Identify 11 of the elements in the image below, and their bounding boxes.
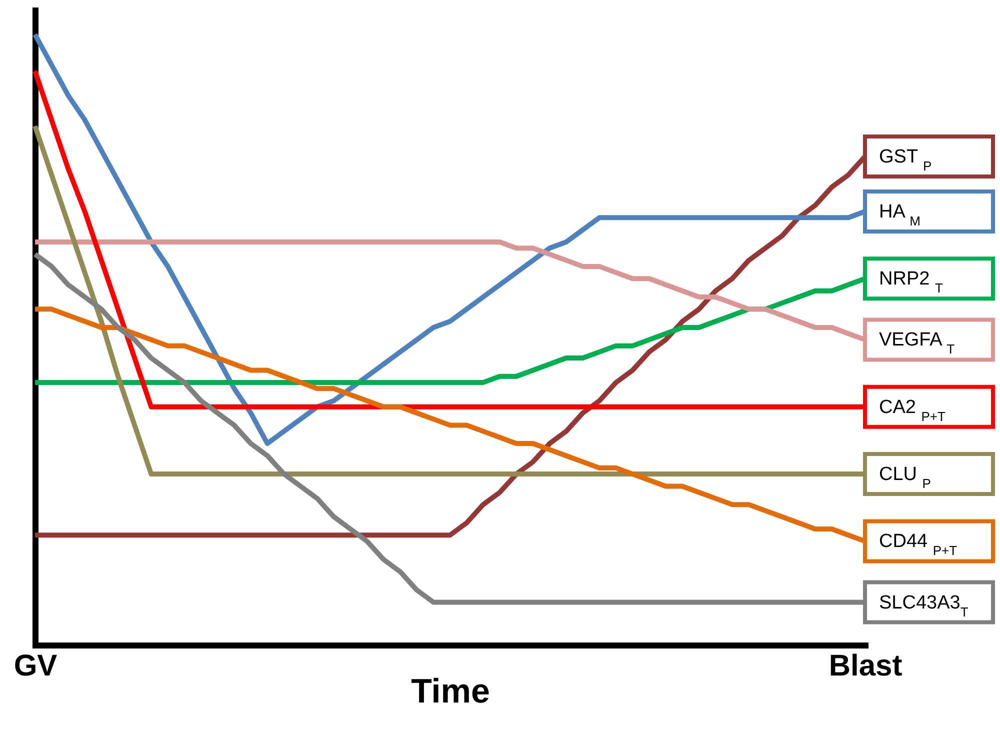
x-tick-label: GV <box>14 650 58 682</box>
series-label: HA $_{M}$ <box>879 201 920 228</box>
series-label: CD44 $_{P+T}$ <box>879 531 958 558</box>
series-label: VEGFA $_{T}$ <box>879 330 955 356</box>
series-label: GST $_{P}$ <box>879 146 932 174</box>
series-label: CLU $_{P}$ <box>879 464 931 491</box>
series-label: SLC43A3$_{T}$ <box>879 592 968 619</box>
series-label: CA2 $_{P+T}$ <box>879 396 946 424</box>
x-tick-label: Blast <box>828 650 902 682</box>
x-axis-title: Time <box>411 672 490 710</box>
series-label: NRP2 $_{T}$ <box>879 268 943 296</box>
